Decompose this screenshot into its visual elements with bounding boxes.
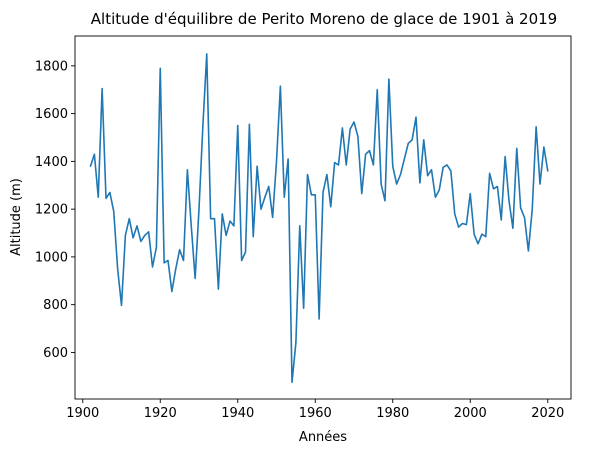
x-axis-label: Années	[299, 430, 347, 445]
plot-frame	[74, 35, 572, 400]
x-axis: 1900 1920 1940 1960 1980 2000 2020	[66, 399, 564, 421]
x-tick-label: 1960	[299, 406, 332, 421]
y-tick-label: 1200	[35, 203, 68, 218]
x-tick-label: 2000	[454, 406, 487, 421]
y-tick-label: 1000	[35, 250, 68, 265]
y-tick-label: 600	[43, 346, 68, 361]
x-tick-label: 1920	[144, 406, 177, 421]
plot-area	[74, 35, 572, 400]
y-axis-label: Altitude (m)	[9, 178, 24, 256]
data-line	[89, 53, 549, 384]
y-tick-label: 1600	[35, 107, 68, 122]
y-tick-label: 1800	[35, 59, 68, 74]
chart-title: Altitude d'équilibre de Perito Moreno de…	[91, 10, 557, 28]
x-tick-label: 2020	[531, 406, 564, 421]
y-axis: 600 800 1000 1200 1400 1600 1800	[35, 59, 75, 361]
y-tick-label: 800	[43, 298, 68, 313]
x-tick-label: 1940	[221, 406, 254, 421]
x-tick-label: 1900	[66, 406, 99, 421]
y-tick-label: 1400	[35, 155, 68, 170]
x-tick-label: 1980	[376, 406, 409, 421]
